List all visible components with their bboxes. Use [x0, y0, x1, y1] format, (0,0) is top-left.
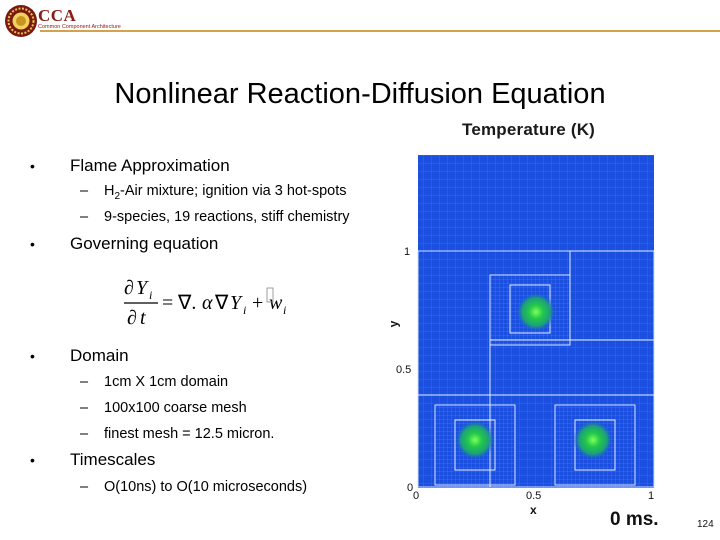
svg-text:i: i	[243, 303, 246, 317]
svg-text:i: i	[283, 303, 286, 317]
bullet-flame-approximation: Flame Approximation	[70, 156, 230, 175]
y-axis-label: y	[386, 320, 401, 328]
bullet-governing-equation: Governing equation	[70, 234, 219, 253]
x-axis-label: x	[530, 503, 537, 517]
hotspot-lower-left	[455, 420, 495, 460]
dash-marker: –	[80, 374, 89, 390]
bullet-marker: •	[30, 348, 35, 364]
x-tick-0-5: 0.5	[526, 490, 542, 502]
bullet-marker: •	[30, 452, 35, 468]
hotspot-upper	[516, 292, 556, 332]
bullet-marker: •	[30, 236, 35, 252]
hotspot-lower-right	[573, 420, 613, 460]
header-divider	[40, 30, 720, 32]
svg-text:α: α	[202, 292, 213, 314]
x-tick-1: 1	[648, 490, 655, 502]
svg-text:∂: ∂	[124, 277, 134, 299]
time-label: 0 ms.	[610, 509, 659, 530]
bullet-timescales: Timescales	[70, 450, 156, 469]
slide-title: Nonlinear Reaction-Diffusion Equation	[114, 78, 606, 110]
bullet-marker: •	[30, 158, 35, 174]
svg-text:∂: ∂	[127, 307, 137, 329]
logo-text: CCA	[38, 6, 77, 25]
subitem-coarse-mesh: –100x100 coarse mesh	[80, 400, 247, 416]
x-tick-0: 0	[413, 490, 420, 502]
y-tick-0-5: 0.5	[396, 364, 412, 376]
svg-text:w: w	[269, 292, 283, 314]
figure-title: Temperature (K)	[462, 120, 596, 139]
svg-text:Y: Y	[136, 277, 149, 299]
svg-text:∇.: ∇.	[177, 292, 196, 314]
subitem-finest-mesh: – finest mesh = 12.5 micron.	[80, 426, 275, 442]
subitem-species: –9-species, 19 reactions, stiff chemistr…	[80, 209, 350, 225]
svg-text:t: t	[140, 307, 146, 329]
dash-marker: –	[80, 400, 89, 416]
subitem-timescale-range: – O(10ns) to O(10 microseconds)	[80, 479, 308, 495]
dash-marker: –	[80, 479, 89, 495]
svg-text:Y: Y	[230, 292, 243, 314]
svg-text:i: i	[149, 288, 152, 302]
cca-logo-emblem	[5, 5, 37, 37]
bullet-domain: Domain	[70, 346, 129, 365]
subitem-domain-size: –1cm X 1cm domain	[80, 374, 229, 390]
svg-text:=: =	[162, 292, 173, 314]
y-tick-1: 1	[404, 246, 411, 258]
governing-equation-formula: ∂ Y i ∂ t = ∇. α ∇ Y i + w i	[124, 277, 286, 329]
temperature-field-plot	[417, 155, 655, 488]
logo-subtitle: Common Component Architecture	[38, 24, 121, 30]
svg-text:∇: ∇	[214, 292, 229, 314]
subitem-mixture: – H2-Air mixture; ignition via 3 hot-spot…	[80, 183, 347, 202]
page-number: 124	[697, 519, 714, 530]
y-tick-0: 0	[407, 482, 414, 494]
dash-marker: –	[80, 209, 89, 225]
dash-marker: –	[80, 426, 89, 442]
dash-marker: –	[80, 183, 89, 199]
svg-text:+: +	[252, 292, 263, 314]
